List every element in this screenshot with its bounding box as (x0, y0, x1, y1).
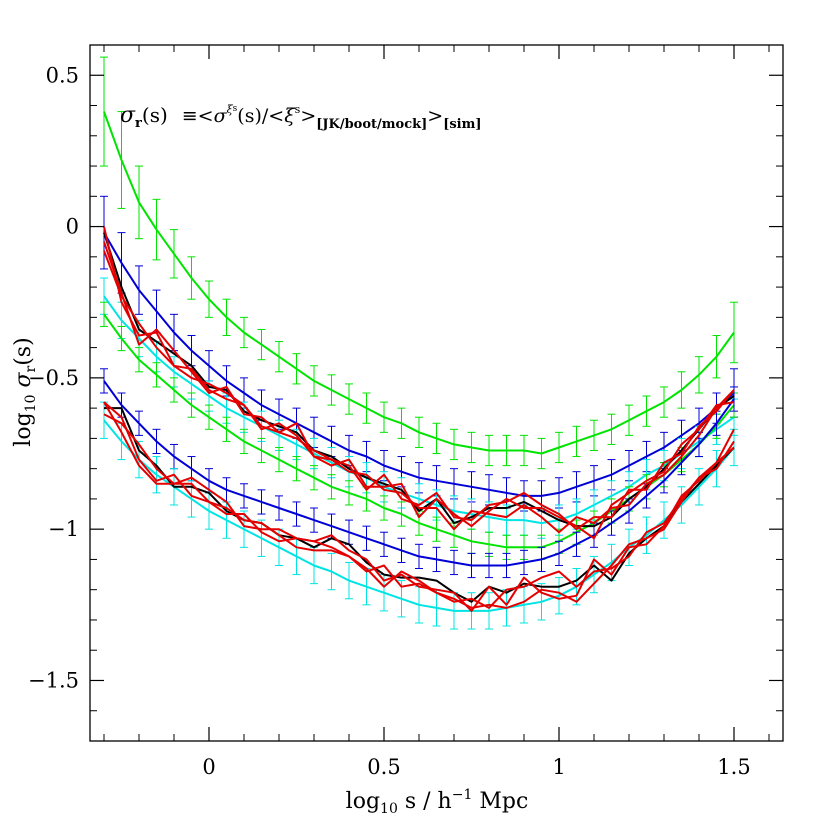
line-red-low-2 (103, 413, 735, 609)
line-red-low-3 (103, 401, 735, 609)
series-green-high (100, 56, 738, 470)
line-green-high (103, 111, 735, 455)
chart-marks (100, 56, 738, 630)
line-red-high-1 (103, 226, 735, 531)
series-red-high-2 (103, 241, 735, 540)
series-red-high-1 (103, 226, 735, 531)
line-blue-high (103, 232, 735, 497)
series-red-high-3 (103, 250, 735, 534)
chart-annotation: σr(s) ≡<σξs(s)/<ξs>[JK/boot/mock]>[sim] (120, 103, 482, 132)
series-black-high (103, 232, 735, 528)
line-red-high-3 (103, 250, 735, 534)
y-axis-title: log10 σr(s) (11, 337, 39, 446)
y-tick-label: −1.5 (28, 668, 79, 692)
line-black-low (104, 407, 735, 603)
axis-ticks: 0 0.5 1 1.5 0.5 0 −0.5 −1 −1.5 (28, 44, 783, 779)
y-tick-label: 0 (66, 215, 79, 239)
series-black-low (104, 407, 735, 603)
y-tick-label: 0.5 (46, 63, 79, 87)
series-red-low-3 (103, 401, 735, 609)
x-tick-label: 0 (202, 755, 215, 779)
line-red-high-2 (103, 241, 735, 540)
series-red-low-2 (103, 413, 735, 609)
x-axis-title: log10 s / h−1 Mpc (346, 787, 529, 817)
y-tick-label: −1 (48, 517, 79, 541)
line-black-high (103, 232, 735, 528)
x-tick-label: 1.5 (717, 755, 750, 779)
line-blue-low (103, 380, 735, 567)
x-tick-label: 1 (552, 755, 565, 779)
y-tick-label: −0.5 (28, 366, 79, 390)
x-tick-label: 0.5 (367, 755, 400, 779)
plot-frame (89, 44, 784, 742)
